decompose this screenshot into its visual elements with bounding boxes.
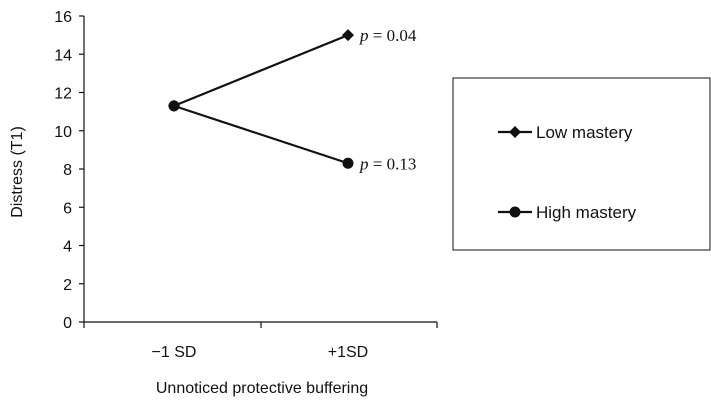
y-axis-ticks: 0 2 4 6 8 10 12 14 16 [54, 9, 84, 332]
legend-label-high-mastery: High mastery [536, 203, 637, 222]
y-tick-label: 0 [63, 315, 72, 332]
x-tick-label: +1SD [328, 344, 368, 361]
series-line [173, 34, 349, 107]
x-tick-label: −1 SD [152, 344, 197, 361]
y-tick-label: 10 [54, 124, 72, 141]
series-layer: p = 0.04p = 0.13 [168, 26, 417, 173]
y-tick-label: 2 [63, 277, 72, 294]
legend-label-low-mastery: Low mastery [536, 123, 633, 142]
legend-item-low-mastery: Low mastery [498, 123, 633, 142]
legend-diamond-marker [509, 126, 521, 138]
data-point-diamond [342, 29, 354, 42]
x-axis-ticks: −1 SD +1SD [83, 322, 438, 361]
y-tick-label: 12 [54, 86, 72, 103]
series-low-mastery: p = 0.04 [168, 26, 417, 112]
p-symbol: p [359, 26, 369, 45]
data-point-circle [168, 100, 180, 112]
y-tick-label: 14 [54, 47, 72, 64]
x-axis-label: Unnoticed protective buffering [156, 380, 368, 397]
p-value-annotation: p = 0.04 [359, 26, 417, 45]
legend-circle-marker [509, 206, 521, 218]
series-line [173, 104, 349, 165]
y-tick-label: 4 [63, 239, 72, 256]
legend-box [452, 77, 711, 251]
y-tick-label: 16 [54, 9, 72, 26]
p-value-annotation: p = 0.13 [359, 154, 416, 173]
p-symbol: p [359, 154, 369, 173]
y-tick-label: 8 [63, 162, 72, 179]
legend-item-high-mastery: High mastery [498, 203, 637, 222]
data-point-circle [342, 157, 354, 169]
y-tick-label: 6 [63, 200, 72, 217]
p-value: = 0.13 [369, 154, 417, 173]
legend: Low mastery High mastery [452, 77, 711, 251]
p-value: = 0.04 [369, 26, 417, 45]
y-axis-label: Distress (T1) [9, 126, 26, 218]
series-high-mastery: p = 0.13 [168, 100, 416, 173]
